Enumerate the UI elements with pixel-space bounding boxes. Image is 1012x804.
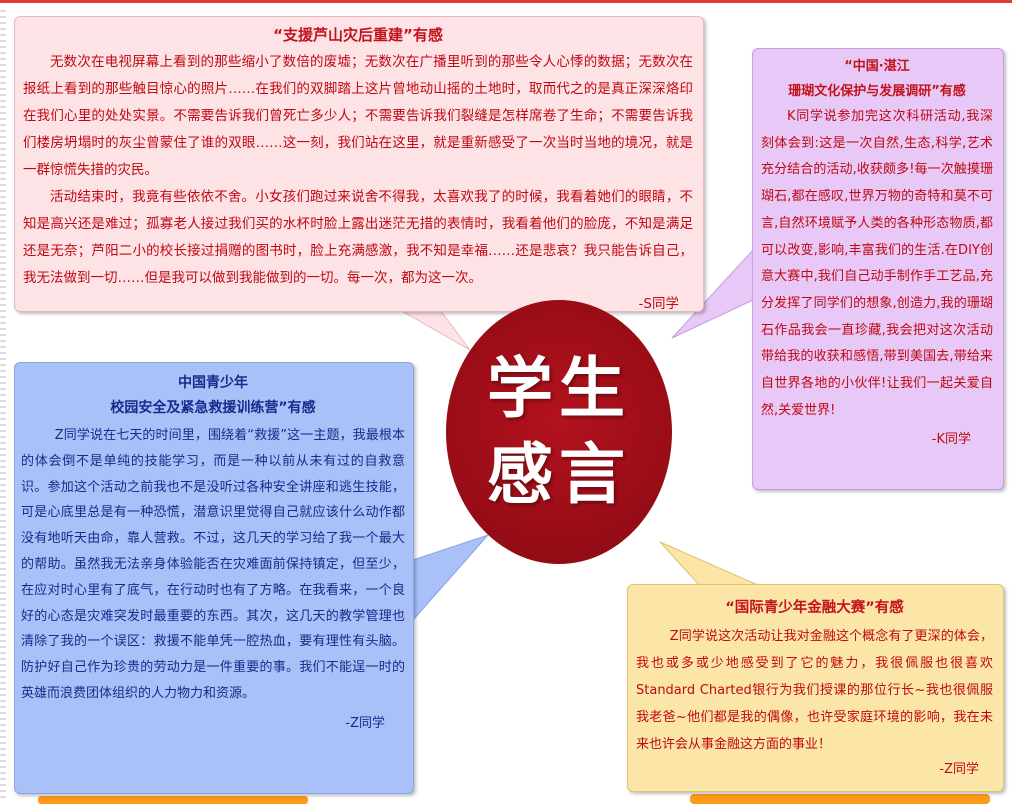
pink-quote-bubble: “支援芦山灾后重建”有感 无数次在电视屏幕上看到的那些缩小了数倍的废墟；无数次在… (14, 16, 704, 312)
yellow-bubble-title: “国际青少年金融大赛”有感 (725, 600, 904, 616)
pink-bubble-tail (398, 309, 471, 351)
pink-paragraph-1: 无数次在电视屏幕上看到的那些缩小了数倍的废墟；无数次在广播里听到的那些令人心悸的… (23, 54, 693, 178)
yellow-quote-bubble: “国际青少年金融大赛”有感 Z同学说这次活动让我对金融这个概念有了更深的体会，我… (627, 584, 1004, 792)
blue-signature: -Z同学 (345, 715, 385, 731)
blue-quote-bubble: 中国青少年 校园安全及紧急救援训练营”有感 Z同学说在七天的时间里，围绕着“救援… (14, 362, 414, 794)
bottom-orange-bar-left (38, 796, 308, 804)
blue-paragraph: Z同学说在七天的时间里，围绕着“救援”这一主题，我最根本的体会倒不是单纯的技能学… (21, 428, 405, 701)
yellow-bubble-tail (659, 541, 761, 587)
pink-bubble-title: “支援芦山灾后重建”有感 (273, 26, 443, 44)
purple-paragraph: K同学说参加完这次科研活动,我深刻体会到:这是一次自然,生态,科学,艺术充分结合… (761, 109, 993, 418)
purple-quote-bubble: “中国·湛江 珊瑚文化保护与发展调研”有感 K同学说参加完这次科研活动,我深刻体… (752, 48, 1004, 490)
left-dashed-border (0, 10, 6, 800)
center-title-circle: 学生 感言 (446, 300, 672, 564)
top-border-line (0, 0, 1012, 3)
purple-bubble-title-line1: “中国·湛江 (844, 59, 910, 74)
blue-bubble-tail (412, 533, 490, 622)
purple-signature: -K同学 (931, 432, 971, 448)
yellow-paragraph: Z同学说这次活动让我对金融这个概念有了更深的体会，我也或多或少地感受到了它的魅力… (636, 629, 993, 752)
pink-paragraph-2: 活动结束时，我竟有些依依不舍。小女孩们跑过来说舍不得我，太喜欢我了的时候，我看着… (23, 189, 693, 286)
center-title-line1: 学生 (487, 350, 631, 427)
purple-bubble-title-line2: 珊瑚文化保护与发展调研”有感 (788, 84, 966, 99)
center-title-line2: 感言 (487, 436, 631, 513)
blue-bubble-title-line2: 校园安全及紧急救援训练营”有感 (110, 400, 316, 416)
yellow-signature: -Z同学 (939, 762, 979, 777)
pink-signature: -S同学 (638, 296, 679, 312)
blue-bubble-title-line1: 中国青少年 (178, 375, 248, 391)
bottom-orange-bar-right (690, 794, 990, 804)
